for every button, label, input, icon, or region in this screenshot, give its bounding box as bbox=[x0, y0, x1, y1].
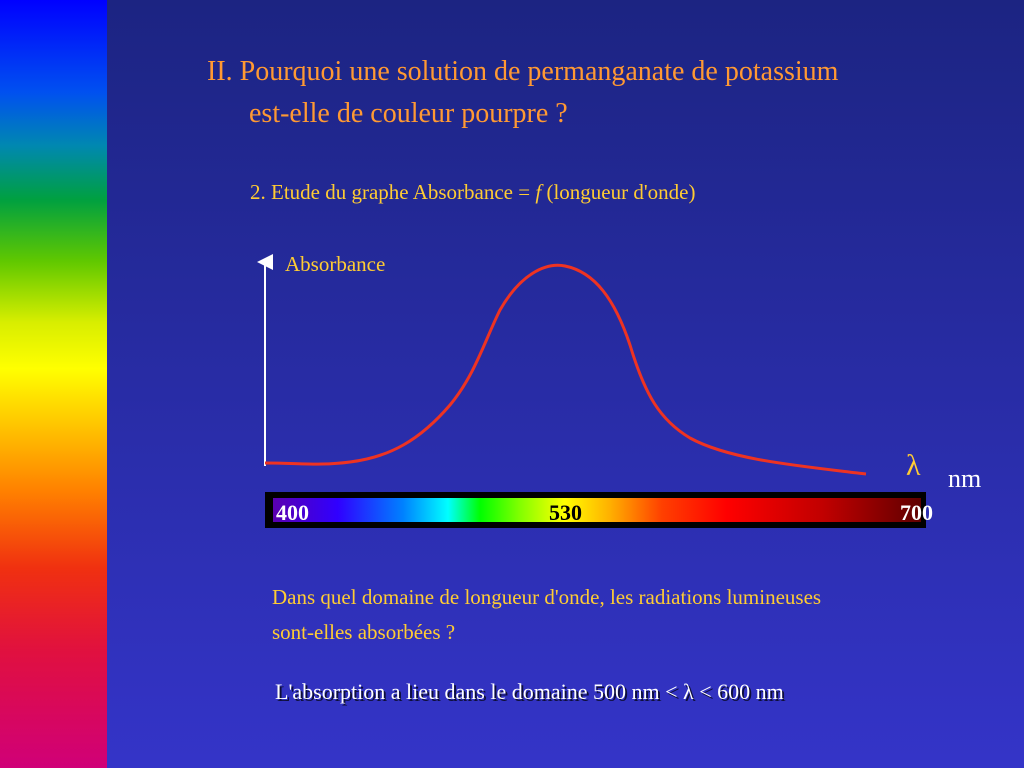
answer-shadow: L'absorption a lieu dans le domaine 500 … bbox=[277, 681, 786, 706]
question-line: sont-elles absorbées ? bbox=[272, 620, 455, 644]
scale-label: 530 bbox=[549, 500, 582, 525]
absorbance-curve bbox=[264, 263, 867, 476]
subtitle-text: 2. Etude du graphe Absorbance = bbox=[250, 180, 535, 204]
title-line: est-elle de couleur pourpre ? bbox=[249, 98, 568, 129]
unit-label: nm bbox=[948, 464, 981, 493]
subtitle-text: (longueur d'onde) bbox=[541, 180, 695, 204]
title-line: II. Pourquoi une solution de permanganat… bbox=[207, 56, 839, 87]
lambda-symbol: λ bbox=[906, 449, 921, 482]
answer-text: L'absorption a lieu dans le domaine 500 … bbox=[275, 679, 683, 704]
question-line: Dans quel domaine de longueur d'onde, le… bbox=[272, 585, 821, 609]
answer-text: < 600 nm bbox=[696, 681, 786, 706]
y-axis-label: Absorbance bbox=[285, 252, 385, 276]
answer: L'absorption a lieu dans le domaine 500 … bbox=[275, 679, 784, 704]
answer-lambda: λ bbox=[683, 679, 694, 704]
scale-label: 400 bbox=[276, 500, 309, 525]
answer-text: < 600 nm bbox=[694, 679, 784, 704]
subtitle-function: f bbox=[535, 180, 544, 204]
rainbow-strip bbox=[0, 0, 107, 768]
spectrum-bar bbox=[273, 498, 921, 522]
subtitle: 2. Etude du graphe Absorbance = f (longu… bbox=[250, 180, 695, 204]
answer-lambda: λ bbox=[685, 681, 696, 706]
scale-label: 700 bbox=[900, 500, 933, 525]
answer-text: L'absorption a lieu dans le domaine 500 … bbox=[277, 681, 685, 706]
